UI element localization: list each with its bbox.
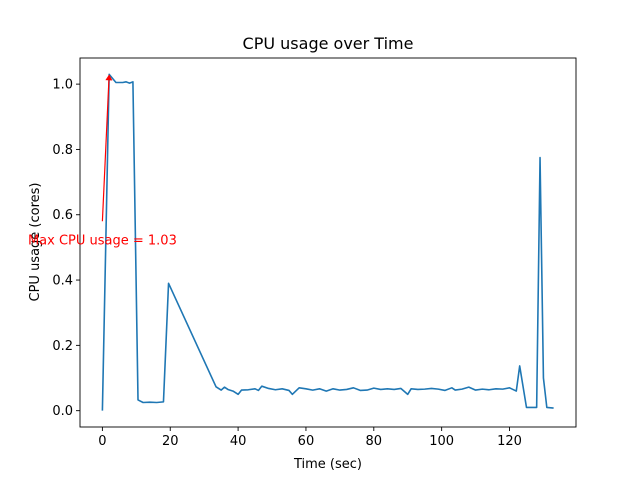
annotation-arrow-head <box>105 74 113 81</box>
x-tick-label: 0 <box>98 434 106 449</box>
x-tick-label: 40 <box>230 434 247 449</box>
max-cpu-annotation: Max CPU usage = 1.03 <box>28 233 177 248</box>
annotation-arrow-shaft <box>101 80 110 222</box>
y-tick-label: 0.8 <box>52 143 73 158</box>
y-tick-label: 0.2 <box>52 339 73 354</box>
y-axis-label: CPU usage (cores) <box>28 183 43 302</box>
x-tick-label: 100 <box>429 434 454 449</box>
x-tick-label: 80 <box>366 434 383 449</box>
x-tick-label: 120 <box>497 434 522 449</box>
x-tick-label: 60 <box>298 434 315 449</box>
x-tick-label: 20 <box>162 434 179 449</box>
y-tick-label: 0.0 <box>52 404 73 419</box>
ticks-layer: 0 20 40 60 80 100 120 0.0 0.2 0.4 0.6 0.8 1.0 <box>52 78 522 449</box>
plot-layer <box>101 73 554 411</box>
annotation-layer: Max CPU usage = 1.03 <box>28 74 177 248</box>
y-tick-label: 0.4 <box>52 274 73 289</box>
chart-title: CPU usage over Time <box>243 34 414 53</box>
x-axis-label: Time (sec) <box>293 457 362 472</box>
y-tick-label: 0.6 <box>52 208 73 223</box>
y-tick-label: 1.0 <box>52 78 73 93</box>
axes-frame <box>79 57 577 428</box>
cpu-usage-line <box>101 73 554 411</box>
